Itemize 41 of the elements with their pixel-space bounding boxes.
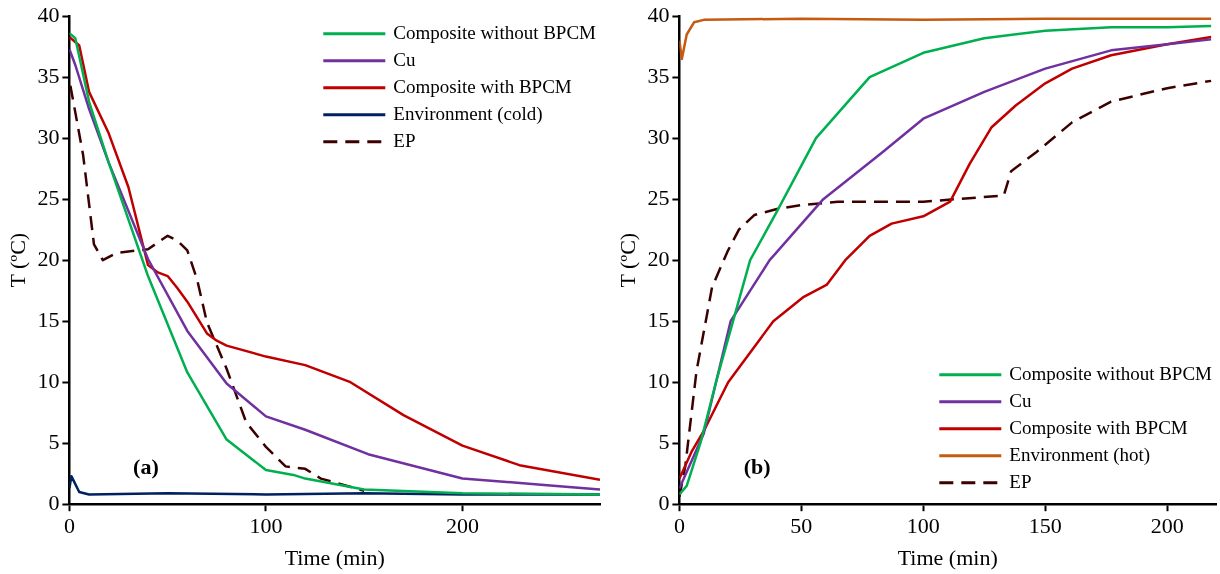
legend-label: Composite without BPCM (393, 21, 597, 43)
y-tick-label: 30 (647, 123, 670, 149)
legend-label: Cu (1009, 389, 1032, 411)
y-tick-label: 40 (37, 1, 60, 27)
y-tick-label: 15 (647, 306, 670, 332)
line-series (69, 84, 366, 493)
x-axis-title: Time (min) (284, 544, 385, 570)
x-tick-label: 50 (790, 513, 813, 539)
legend-label: Composite without BPCM (1009, 362, 1213, 384)
y-tick-label: 10 (37, 367, 60, 393)
legend-label: Environment (cold) (393, 102, 543, 125)
x-tick-label: 200 (445, 513, 479, 539)
y-tick-label: 35 (647, 62, 670, 88)
y-tick-label: 40 (647, 1, 670, 27)
x-tick-label: 100 (906, 513, 940, 539)
y-tick-label: 5 (48, 428, 60, 454)
legend-label: EP (1009, 470, 1032, 492)
y-tick-label: 15 (37, 306, 60, 332)
y-tick-label: 5 (658, 428, 670, 454)
legend-label: Composite with BPCM (1009, 416, 1188, 438)
y-axis-title: T (ºC) (614, 232, 640, 288)
y-tick-label: 0 (658, 489, 670, 515)
y-tick-label: 20 (647, 245, 670, 271)
y-tick-label: 25 (37, 184, 60, 210)
y-axis-title: T (ºC) (4, 232, 30, 288)
legend-label: Cu (393, 48, 416, 70)
annotation: (b) (743, 453, 771, 479)
x-tick-label: 100 (249, 513, 283, 539)
legend-label: EP (393, 129, 416, 151)
y-tick-label: 30 (37, 123, 60, 149)
y-tick-label: 35 (37, 62, 60, 88)
legend-label: Composite with BPCM (393, 75, 572, 97)
y-tick-label: 25 (647, 184, 670, 210)
x-axis-title: Time (min) (897, 544, 998, 570)
y-tick-label: 10 (647, 367, 670, 393)
legend-label: Environment (hot) (1009, 443, 1151, 466)
y-tick-label: 0 (48, 489, 60, 515)
x-tick-label: 150 (1028, 513, 1062, 539)
annotation: (a) (133, 453, 159, 479)
x-tick-label: 200 (1150, 513, 1184, 539)
y-tick-label: 20 (37, 245, 60, 271)
